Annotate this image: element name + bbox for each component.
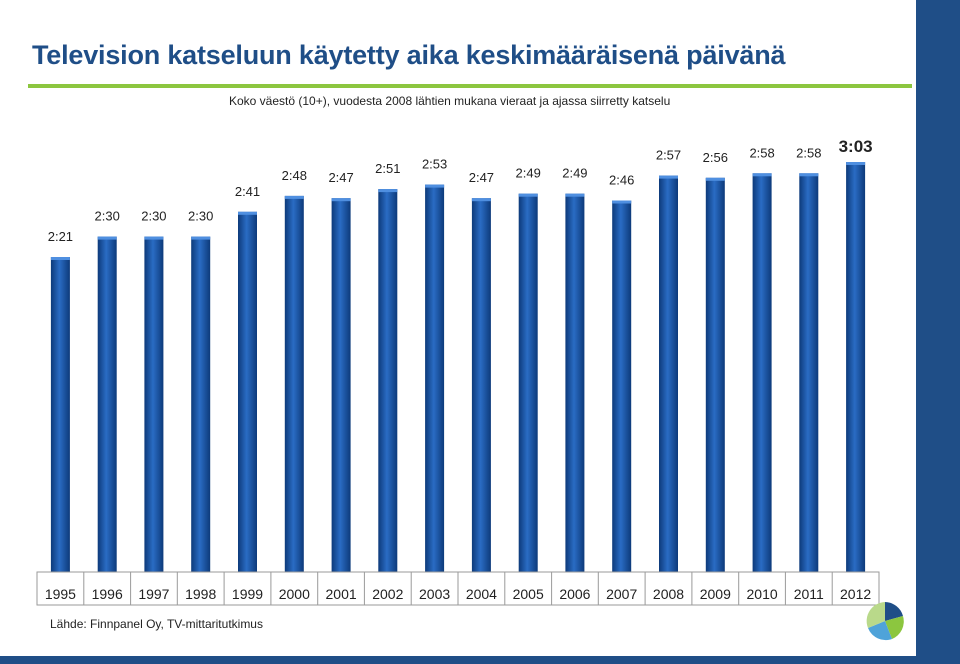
bar-1995	[50, 257, 70, 572]
value-label-1996: 2:30	[95, 209, 120, 224]
value-label-2012: 3:03	[839, 137, 873, 156]
bar-cap-2011	[799, 173, 819, 177]
bar-1999	[238, 211, 257, 573]
value-label-1997: 2:30	[141, 209, 166, 224]
bar-cap-2010	[752, 173, 772, 177]
x-tick-label-2012: 2012	[840, 586, 871, 602]
bar-2009	[705, 177, 725, 573]
value-label-2004: 2:47	[469, 170, 494, 185]
bottom-decor-band	[0, 656, 960, 664]
title-underline	[28, 84, 912, 88]
bar-2007	[612, 200, 632, 572]
x-tick-label-2000: 2000	[279, 586, 310, 602]
bar-cap-1996	[97, 236, 117, 240]
bar-2006	[565, 193, 585, 572]
value-label-2002: 2:51	[375, 161, 400, 176]
x-tick-label-1999: 1999	[232, 586, 263, 602]
bar-1998	[191, 236, 211, 572]
bar-2012	[846, 162, 866, 572]
bar-cap-1995	[50, 257, 70, 260]
source-note: Lähde: Finnpanel Oy, TV-mittaritutkimus	[50, 617, 263, 631]
value-label-2008: 2:57	[656, 148, 681, 163]
bar-cap-2006	[565, 193, 585, 197]
bar-2000	[284, 195, 304, 572]
bar-2010	[752, 173, 772, 573]
x-tick-label-2008: 2008	[653, 586, 684, 602]
value-label-1999: 2:41	[235, 184, 260, 199]
bar-cap-1997	[144, 236, 164, 240]
bar-2005	[518, 193, 538, 572]
value-label-2010: 2:58	[749, 145, 774, 160]
bar-cap-2005	[518, 193, 538, 197]
value-label-2003: 2:53	[422, 157, 447, 172]
x-tick-label-1995: 1995	[45, 586, 76, 602]
x-tick-label-2007: 2007	[606, 586, 637, 602]
bar-cap-2012	[846, 162, 866, 165]
bar-cap-2008	[659, 175, 678, 179]
x-tick-label-2011: 2011	[794, 586, 824, 602]
bar-cap-2007	[612, 200, 632, 204]
finnpanel-logo-icon	[866, 602, 904, 641]
bar-2008	[659, 175, 678, 572]
value-label-2001: 2:47	[328, 170, 353, 185]
chart-subtitle: Koko väestö (10+), vuodesta 2008 lähtien…	[229, 94, 671, 108]
bar-2002	[378, 189, 398, 572]
value-label-2011: 2:58	[796, 145, 821, 160]
value-label-2009: 2:56	[703, 150, 728, 165]
value-label-2000: 2:48	[282, 168, 307, 183]
x-tick-label-2001: 2001	[326, 586, 357, 602]
right-decor-band	[916, 0, 960, 664]
value-label-2007: 2:46	[609, 173, 634, 188]
bar-cap-2002	[378, 189, 398, 193]
value-label-2005: 2:49	[516, 166, 541, 181]
chart-title: Television katseluun käytetty aika keski…	[32, 40, 786, 70]
bar-cap-1998	[191, 236, 211, 240]
bar-cap-2009	[705, 177, 725, 181]
x-tick-label-1997: 1997	[138, 586, 169, 602]
x-tick-label-2005: 2005	[513, 586, 544, 602]
x-tick-label-1998: 1998	[185, 586, 216, 602]
bar-2001	[331, 198, 351, 572]
x-tick-label-2006: 2006	[559, 586, 590, 602]
value-label-1995: 2:21	[48, 229, 73, 244]
bar-cap-2004	[471, 198, 491, 202]
bar-cap-2001	[331, 198, 351, 202]
bar-2004	[471, 198, 491, 572]
x-tick-label-2009: 2009	[700, 586, 731, 602]
x-tick-label-2003: 2003	[419, 586, 450, 602]
x-tick-label-1996: 1996	[92, 586, 123, 602]
x-tick-label-2004: 2004	[466, 586, 497, 602]
value-label-2006: 2:49	[562, 166, 587, 181]
bar-cap-2003	[425, 184, 445, 188]
x-tick-label-2002: 2002	[372, 586, 403, 602]
bar-1997	[144, 236, 164, 572]
bar-cap-2000	[284, 195, 304, 199]
bar-2011	[799, 173, 819, 573]
x-tick-label-2010: 2010	[747, 586, 778, 602]
bar-2003	[425, 184, 445, 572]
bar-1996	[97, 236, 117, 572]
value-label-1998: 2:30	[188, 209, 213, 224]
bar-cap-1999	[238, 211, 257, 215]
